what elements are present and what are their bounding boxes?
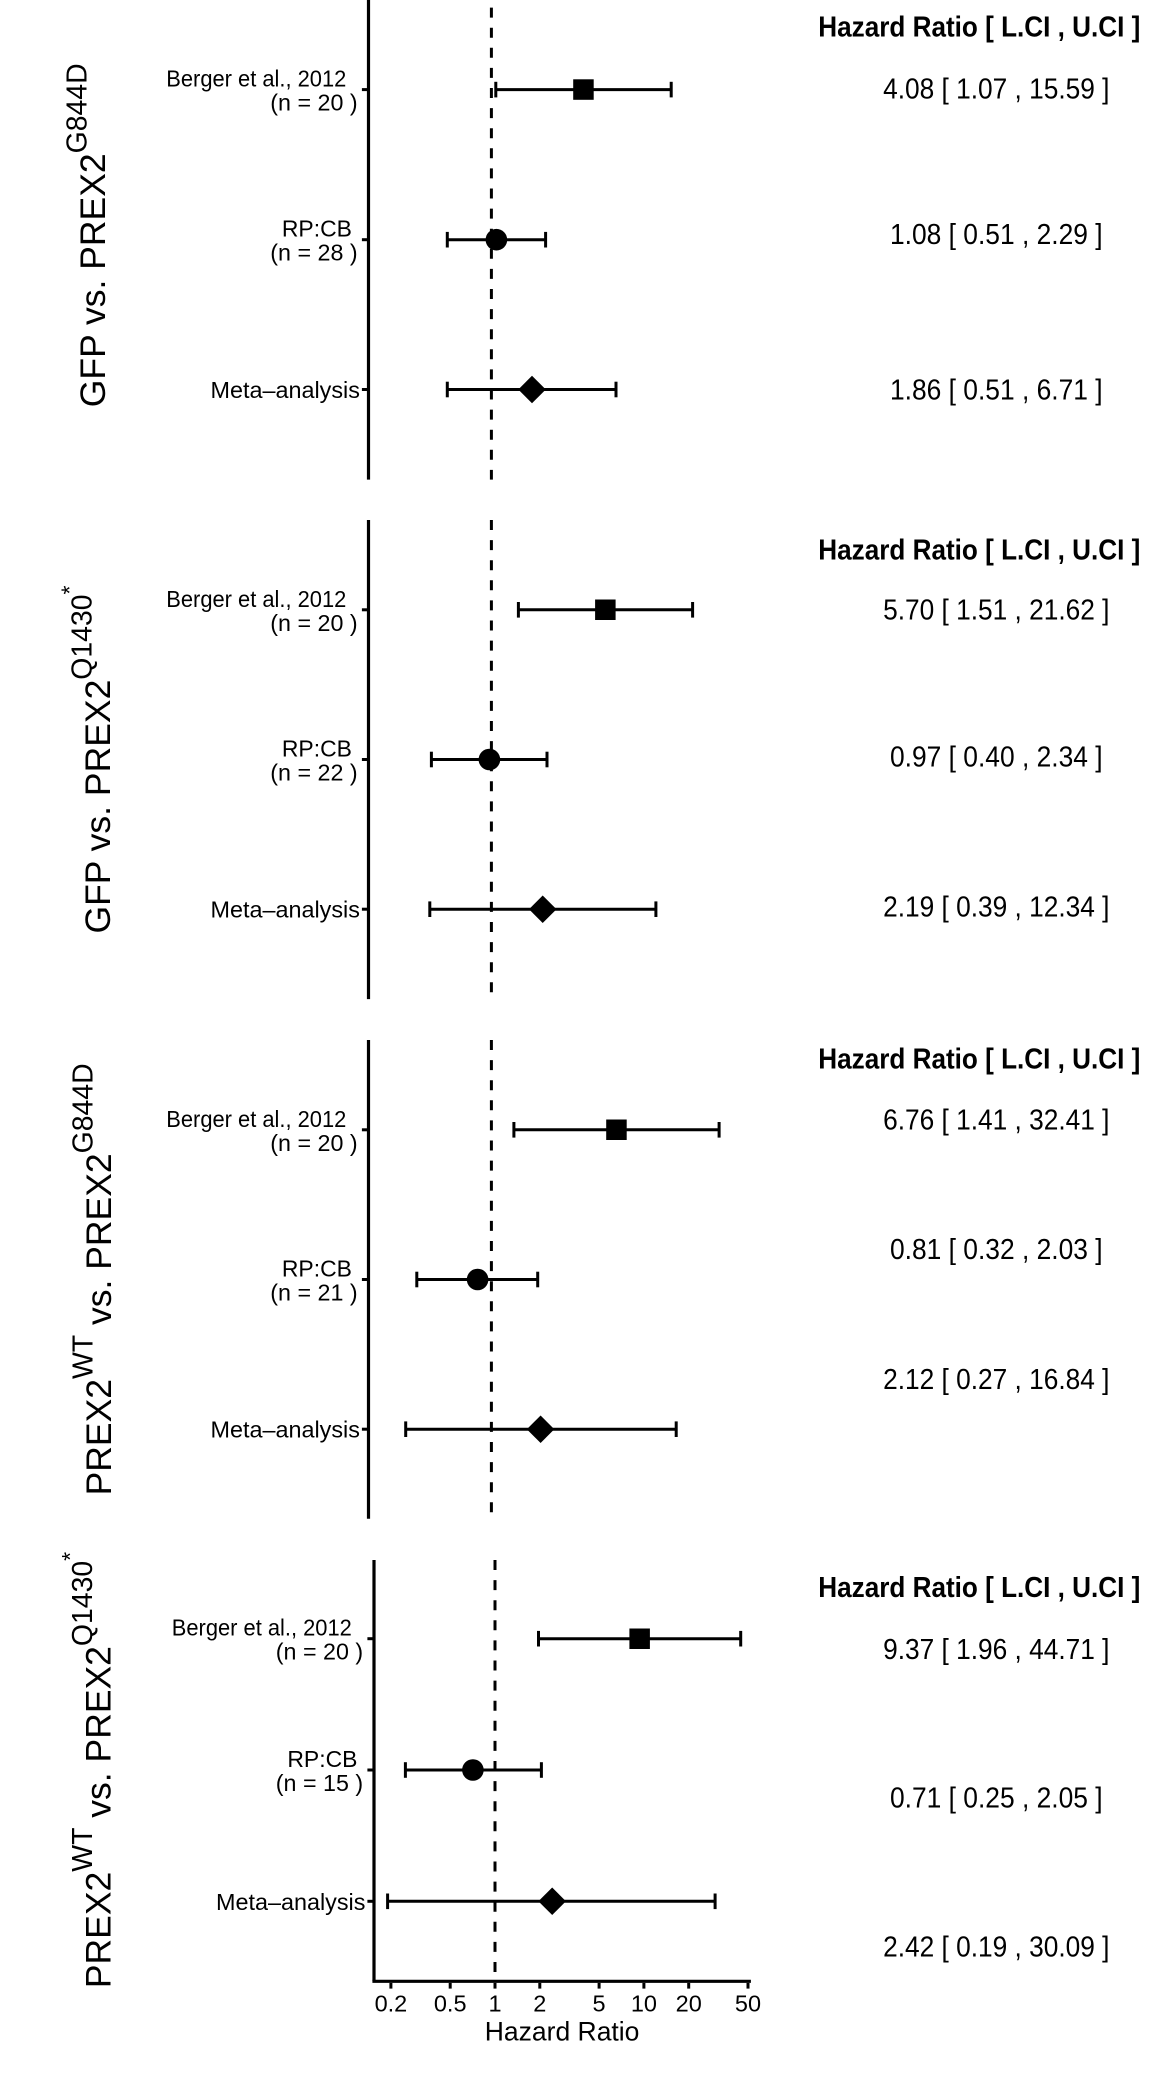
- svg-text:Berger et al., 2012: Berger et al., 2012: [166, 66, 346, 92]
- svg-text:Berger et al., 2012: Berger et al., 2012: [166, 1106, 346, 1132]
- svg-text:20: 20: [676, 1990, 702, 2016]
- svg-text:RP:CB: RP:CB: [282, 216, 352, 242]
- svg-text:1.86 [ 0.51 , 6.71 ]: 1.86 [ 0.51 , 6.71 ]: [890, 375, 1103, 407]
- svg-text:Meta–analysis: Meta–analysis: [211, 377, 360, 403]
- svg-text:1.08 [ 0.51 , 2.29 ]: 1.08 [ 0.51 , 2.29 ]: [890, 219, 1103, 251]
- svg-text:1: 1: [488, 1990, 501, 2016]
- svg-text:Hazard Ratio [ L.CI , U.CI ]: Hazard Ratio [ L.CI , U.CI ]: [818, 12, 1140, 44]
- svg-text:RP:CB: RP:CB: [287, 1746, 357, 1772]
- svg-text:(n = 20 ): (n = 20 ): [276, 1639, 363, 1665]
- svg-text:5.70 [ 1.51 , 21.62 ]: 5.70 [ 1.51 , 21.62 ]: [883, 594, 1109, 626]
- svg-text:(n = 20 ): (n = 20 ): [270, 90, 357, 116]
- svg-text:2: 2: [533, 1990, 546, 2016]
- svg-text:0.5: 0.5: [434, 1990, 467, 2016]
- svg-text:Meta–analysis: Meta–analysis: [211, 1417, 360, 1443]
- svg-text:(n = 22 ): (n = 22 ): [270, 760, 357, 786]
- svg-text:RP:CB: RP:CB: [282, 736, 352, 762]
- svg-text:50: 50: [735, 1990, 761, 2016]
- svg-text:(n = 15 ): (n = 15 ): [276, 1770, 363, 1796]
- svg-text:2.19 [ 0.39 , 12.34 ]: 2.19 [ 0.39 , 12.34 ]: [883, 891, 1109, 923]
- svg-text:10: 10: [631, 1990, 657, 2016]
- svg-text:0.71 [ 0.25 , 2.05 ]: 0.71 [ 0.25 , 2.05 ]: [890, 1782, 1103, 1814]
- svg-text:(n = 21 ): (n = 21 ): [270, 1280, 357, 1306]
- svg-text:Meta–analysis: Meta–analysis: [216, 1889, 365, 1915]
- svg-text:Hazard Ratio: Hazard Ratio: [485, 2016, 640, 2046]
- svg-text:Hazard Ratio [ L.CI , U.CI ]: Hazard Ratio [ L.CI , U.CI ]: [818, 535, 1140, 567]
- svg-text:Meta–analysis: Meta–analysis: [211, 897, 360, 923]
- svg-text:5: 5: [593, 1990, 606, 2016]
- svg-text:0.81 [ 0.32 , 2.03 ]: 0.81 [ 0.32 , 2.03 ]: [890, 1234, 1103, 1266]
- svg-text:(n = 28 ): (n = 28 ): [270, 240, 357, 266]
- svg-text:2.12 [ 0.27 , 16.84 ]: 2.12 [ 0.27 , 16.84 ]: [883, 1364, 1109, 1396]
- svg-text:(n = 20 ): (n = 20 ): [270, 1130, 357, 1156]
- svg-text:(n = 20 ): (n = 20 ): [270, 610, 357, 636]
- svg-text:Berger et al., 2012: Berger et al., 2012: [172, 1615, 352, 1641]
- svg-text:Hazard Ratio [ L.CI , U.CI ]: Hazard Ratio [ L.CI , U.CI ]: [818, 1572, 1140, 1604]
- svg-text:0.2: 0.2: [375, 1990, 408, 2016]
- svg-text:4.08 [ 1.07 , 15.59 ]: 4.08 [ 1.07 , 15.59 ]: [883, 74, 1109, 106]
- svg-text:6.76 [ 1.41 , 32.41 ]: 6.76 [ 1.41 , 32.41 ]: [883, 1105, 1109, 1137]
- svg-text:RP:CB: RP:CB: [282, 1256, 352, 1282]
- svg-text:2.42 [ 0.19 , 30.09 ]: 2.42 [ 0.19 , 30.09 ]: [883, 1932, 1109, 1964]
- svg-text:Berger et al., 2012: Berger et al., 2012: [166, 586, 346, 612]
- svg-text:0.97 [ 0.40 , 2.34 ]: 0.97 [ 0.40 , 2.34 ]: [890, 741, 1103, 773]
- svg-text:9.37 [ 1.96 , 44.71 ]: 9.37 [ 1.96 , 44.71 ]: [883, 1634, 1109, 1666]
- svg-text:Hazard Ratio [ L.CI , U.CI ]: Hazard Ratio [ L.CI , U.CI ]: [818, 1043, 1140, 1075]
